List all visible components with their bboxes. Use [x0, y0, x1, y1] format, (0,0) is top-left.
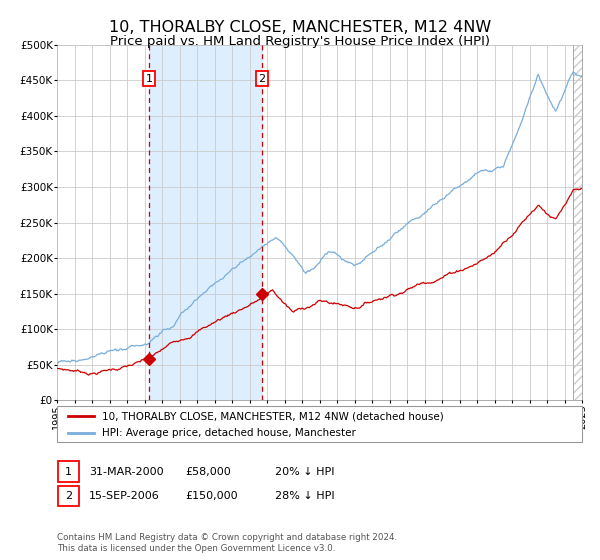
- Text: 10, THORALBY CLOSE, MANCHESTER, M12 4NW: 10, THORALBY CLOSE, MANCHESTER, M12 4NW: [109, 20, 491, 35]
- Bar: [149, 45, 262, 400]
- Bar: [573, 45, 582, 400]
- Text: £150,000: £150,000: [185, 491, 238, 501]
- Text: £58,000: £58,000: [185, 466, 230, 477]
- Text: 20% ↓ HPI: 20% ↓ HPI: [275, 466, 334, 477]
- Text: 10, THORALBY CLOSE, MANCHESTER, M12 4NW (detached house): 10, THORALBY CLOSE, MANCHESTER, M12 4NW …: [101, 411, 443, 421]
- Text: 2: 2: [259, 73, 265, 83]
- Text: 28% ↓ HPI: 28% ↓ HPI: [275, 491, 334, 501]
- Text: 1: 1: [65, 466, 72, 477]
- Bar: [573, 45, 582, 400]
- Text: 1: 1: [145, 73, 152, 83]
- Text: Price paid vs. HM Land Registry's House Price Index (HPI): Price paid vs. HM Land Registry's House …: [110, 35, 490, 48]
- Text: 2: 2: [65, 491, 72, 501]
- Text: HPI: Average price, detached house, Manchester: HPI: Average price, detached house, Manc…: [101, 428, 355, 438]
- Text: Contains HM Land Registry data © Crown copyright and database right 2024.
This d: Contains HM Land Registry data © Crown c…: [57, 533, 397, 553]
- Text: 15-SEP-2006: 15-SEP-2006: [89, 491, 160, 501]
- Text: 31-MAR-2000: 31-MAR-2000: [89, 466, 163, 477]
